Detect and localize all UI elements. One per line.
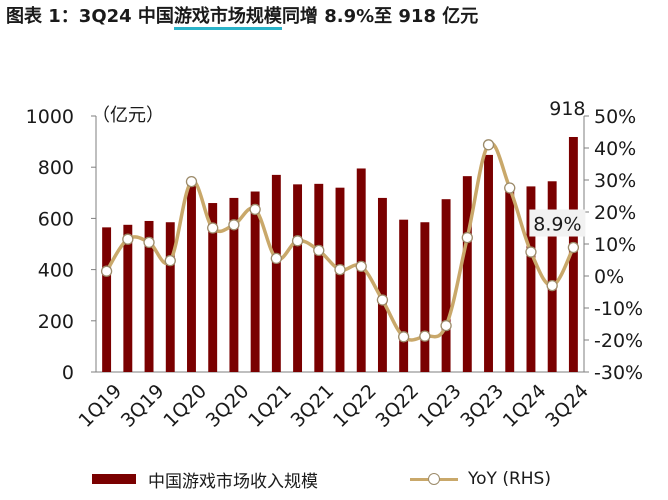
- x-tick-label: 1Q23: [414, 380, 466, 432]
- x-tick-label: 3Q22: [371, 380, 423, 432]
- yoy-point: [185, 175, 198, 188]
- revenue-bar: [399, 219, 409, 372]
- right-axis-tick-label: 40%: [594, 138, 636, 160]
- yoy-point: [143, 236, 155, 249]
- right-axis-tick-label: 0%: [594, 266, 624, 288]
- revenue-bar: [144, 220, 154, 372]
- yoy-point: [291, 235, 304, 247]
- yoy-point: [440, 319, 452, 332]
- x-tick-label: 3Q24: [541, 380, 593, 432]
- yoy-point: [100, 265, 113, 277]
- left-axis-tick-label: 400: [38, 260, 74, 282]
- x-tick-label: 3Q23: [456, 380, 508, 432]
- yoy-callout-label: 8.9%: [533, 214, 581, 236]
- yoy-point: [398, 331, 410, 343]
- legend-item-yoy: YoY (RHS): [410, 468, 551, 490]
- yoy-point: [546, 279, 558, 292]
- right-axis-tick-label: 30%: [594, 170, 636, 192]
- figure-title: 图表 1：3Q24 中国游戏市场规模同增 8.9%至 918 亿元: [6, 2, 479, 30]
- x-tick-label: 1Q24: [499, 380, 551, 432]
- yoy-point: [419, 330, 431, 342]
- legend-line-swatch: [410, 472, 458, 486]
- revenue-bar: [102, 227, 112, 372]
- revenue-bar: [420, 222, 430, 372]
- revenue-bar: [187, 183, 196, 372]
- revenue-bar: [314, 183, 324, 372]
- chart-labels: 918 8.9%: [529, 98, 586, 237]
- legend-label-revenue: 中国游戏市场收入规模: [148, 471, 318, 492]
- x-tick-label: 3Q21: [287, 380, 339, 432]
- right-axis-tick-label: -30%: [594, 362, 643, 384]
- right-axis-tick-label: -10%: [594, 298, 643, 320]
- yoy-point: [122, 233, 134, 245]
- left-axis-unit-label: （亿元）: [92, 105, 164, 126]
- yoy-point: [228, 219, 240, 231]
- x-tick-label: 1Q21: [244, 380, 296, 432]
- last-bar-value-label: 918: [549, 98, 585, 120]
- x-tick-label: 1Q20: [159, 380, 211, 432]
- yoy-point: [313, 244, 325, 257]
- chart-axes: 0 200 400 600 800 1000 （亿元） -30% -20% -10% 0% 10% 20…: [26, 105, 643, 432]
- revenue-bar: [123, 224, 133, 372]
- right-axis-tick-label: 10%: [594, 234, 636, 256]
- revenue-bar: [229, 197, 239, 372]
- yoy-point: [482, 139, 495, 151]
- left-axis-tick-label: 1000: [26, 106, 74, 128]
- right-axis-tick-label: 50%: [594, 106, 636, 128]
- revenue-bar: [250, 191, 260, 372]
- revenue-bar: [568, 136, 578, 372]
- legend-label-yoy: YoY (RHS): [468, 469, 551, 489]
- yoy-callout-box: [529, 209, 586, 237]
- revenue-bar: [335, 187, 345, 372]
- yoy-point: [270, 252, 282, 265]
- revenue-bar: [484, 154, 493, 372]
- revenue-bar: [547, 181, 557, 372]
- legend-bar-swatch: [92, 474, 136, 484]
- revenue-bar: [462, 176, 472, 372]
- yoy-point: [461, 231, 473, 244]
- legend-item-revenue: 中国游戏市场收入规模: [92, 468, 318, 492]
- revenue-bar: [526, 186, 536, 372]
- left-axis-tick-label: 800: [38, 157, 74, 179]
- revenue-bar: [441, 199, 451, 372]
- right-axis-tick-label: 20%: [594, 202, 636, 224]
- figure-title-prefix: 图表 1：3Q24 中国: [6, 6, 174, 27]
- yoy-point: [249, 203, 261, 216]
- yoy-point: [334, 263, 346, 276]
- yoy-point: [376, 294, 389, 306]
- yoy-point: [207, 222, 219, 234]
- x-tick-label: 3Q20: [202, 380, 254, 432]
- revenue-bar: [377, 197, 387, 372]
- left-axis-tick-label: 0: [62, 362, 74, 384]
- left-axis-tick-label: 200: [38, 311, 74, 333]
- right-axis-tick-label: -20%: [594, 330, 643, 352]
- revenue-bar: [505, 185, 515, 372]
- revenue-bar: [293, 184, 303, 372]
- left-axis-tick-label: 600: [38, 208, 74, 230]
- x-tick-label: 1Q22: [329, 380, 381, 432]
- yoy-point: [567, 241, 580, 254]
- x-tick-label: 1Q19: [74, 380, 126, 432]
- x-tick-label: 3Q19: [117, 380, 169, 432]
- yoy-point: [525, 246, 537, 258]
- yoy-point: [504, 182, 516, 194]
- revenue-bar: [271, 174, 281, 372]
- revenue-bar: [165, 222, 175, 372]
- revenue-bar: [208, 203, 218, 372]
- yoy-line-series: [100, 139, 580, 343]
- figure-title-suffix: 同增 8.9%至 918 亿元: [281, 6, 479, 27]
- figure-title-highlight: 游戏市场规模: [173, 6, 282, 30]
- yoy-point: [164, 254, 176, 267]
- yoy-point: [355, 260, 367, 273]
